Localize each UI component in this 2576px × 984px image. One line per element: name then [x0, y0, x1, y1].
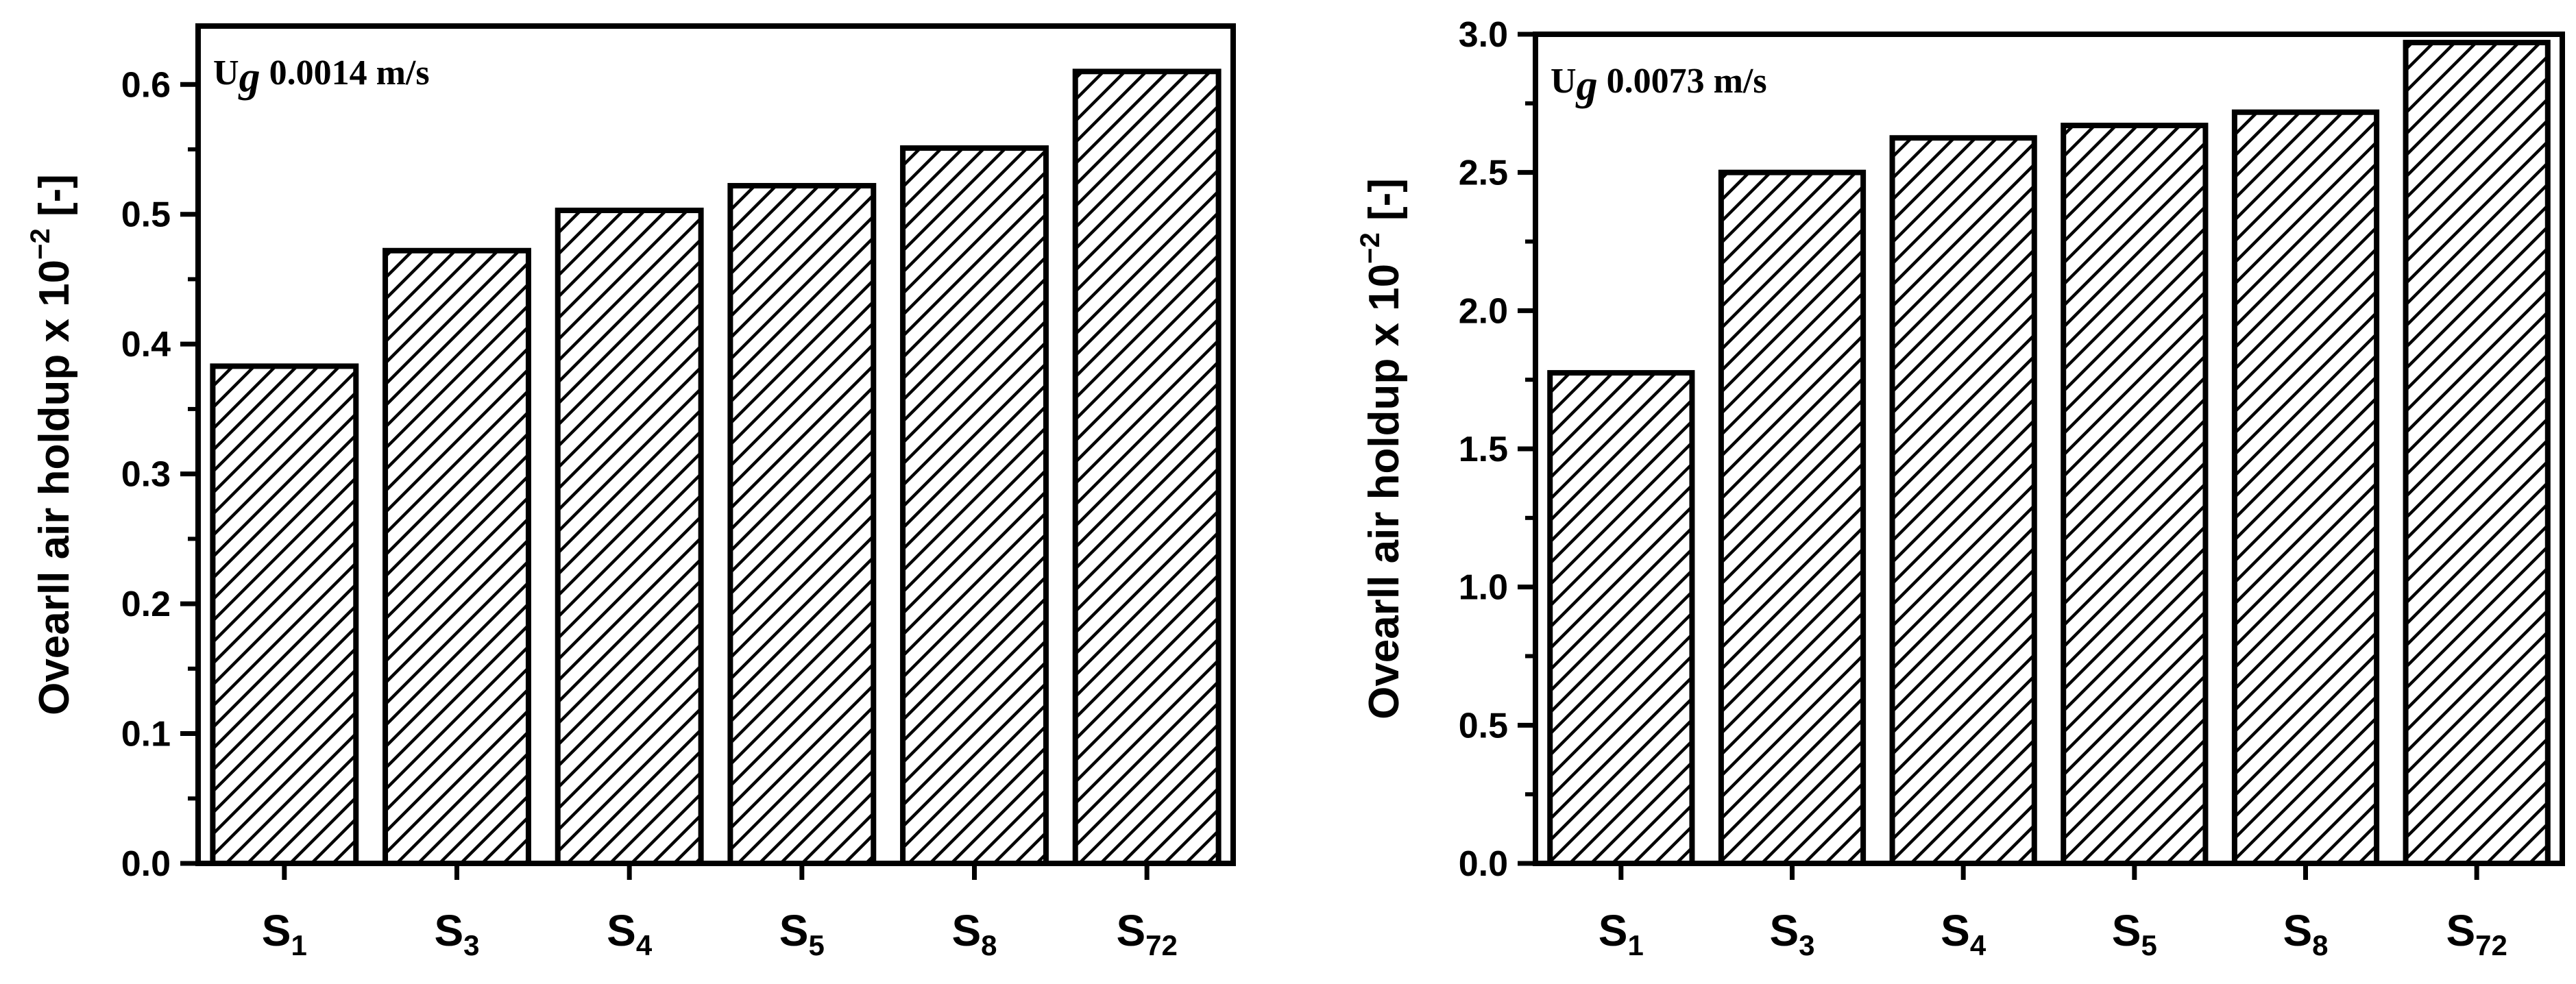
y-tick-label: 0.5	[121, 195, 171, 235]
y-tick-label: 1.5	[1459, 430, 1508, 469]
x-tick-label: S72	[2446, 906, 2507, 961]
chart-panel-right: 0.0 0.5 1.0 1.5 2.0 2.5 3.0 S1 S3 S4 S5 S8 S72 Ovearl…	[1355, 15, 2565, 961]
y-tick-label: 0.0	[121, 844, 171, 884]
y-axis-title: Ovearll air holdup x 10−2 [-]	[25, 174, 78, 715]
y-tick-label: 0.0	[1459, 844, 1508, 884]
bar-5	[2403, 40, 2551, 867]
y-tick-label: 0.3	[121, 455, 171, 495]
x-tick-label: S3	[1769, 906, 1814, 961]
bar-4	[900, 145, 1049, 866]
bar-4	[2231, 109, 2380, 867]
velocity-annotation: Ug 0.0014 m/s	[213, 53, 430, 101]
x-tick-label: S1	[1599, 906, 1644, 961]
bar-5	[1072, 69, 1222, 867]
bar-3	[727, 183, 877, 867]
velocity-annotation: Ug 0.0073 m/s	[1551, 62, 1767, 109]
y-tick-label: 3.0	[1459, 15, 1508, 55]
bar-3	[2061, 123, 2209, 867]
bar-0	[210, 363, 359, 866]
x-tick-label: S5	[2112, 906, 2157, 961]
x-tick-label: S1	[262, 906, 307, 961]
bar-1	[382, 247, 531, 866]
bar-2	[1889, 135, 2037, 866]
y-tick-label: 1.0	[1459, 568, 1508, 608]
x-tick-label: S4	[1941, 906, 1986, 961]
plot-frame	[195, 23, 1236, 866]
y-tick-label: 0.1	[121, 715, 171, 754]
y-tick-label: 0.4	[121, 325, 171, 365]
x-tick-label: S5	[779, 906, 825, 961]
y-tick-label: 0.6	[121, 65, 171, 105]
x-tick-label: S8	[2283, 906, 2328, 961]
bar-0	[1547, 370, 1695, 866]
y-tick-label: 0.2	[121, 585, 171, 624]
x-tick-label: S8	[951, 906, 997, 961]
y-axis-title: Ovearll air holdup x 10−2 [-]	[1355, 178, 1408, 719]
chart-panel-left: 0.0 0.1 0.2 0.3 0.4 0.5 0.6 S1 S3 S4 S5 S8 S72 Ovearl…	[25, 23, 1236, 961]
y-tick-label: 0.5	[1459, 706, 1508, 746]
y-tick-label: 2.5	[1459, 153, 1508, 193]
bar-2	[555, 208, 704, 866]
y-tick-label: 2.0	[1459, 291, 1508, 331]
x-tick-label: S72	[1116, 906, 1177, 961]
x-tick-label: S4	[607, 906, 653, 961]
bar-1	[1718, 169, 1867, 866]
x-tick-label: S3	[434, 906, 479, 961]
